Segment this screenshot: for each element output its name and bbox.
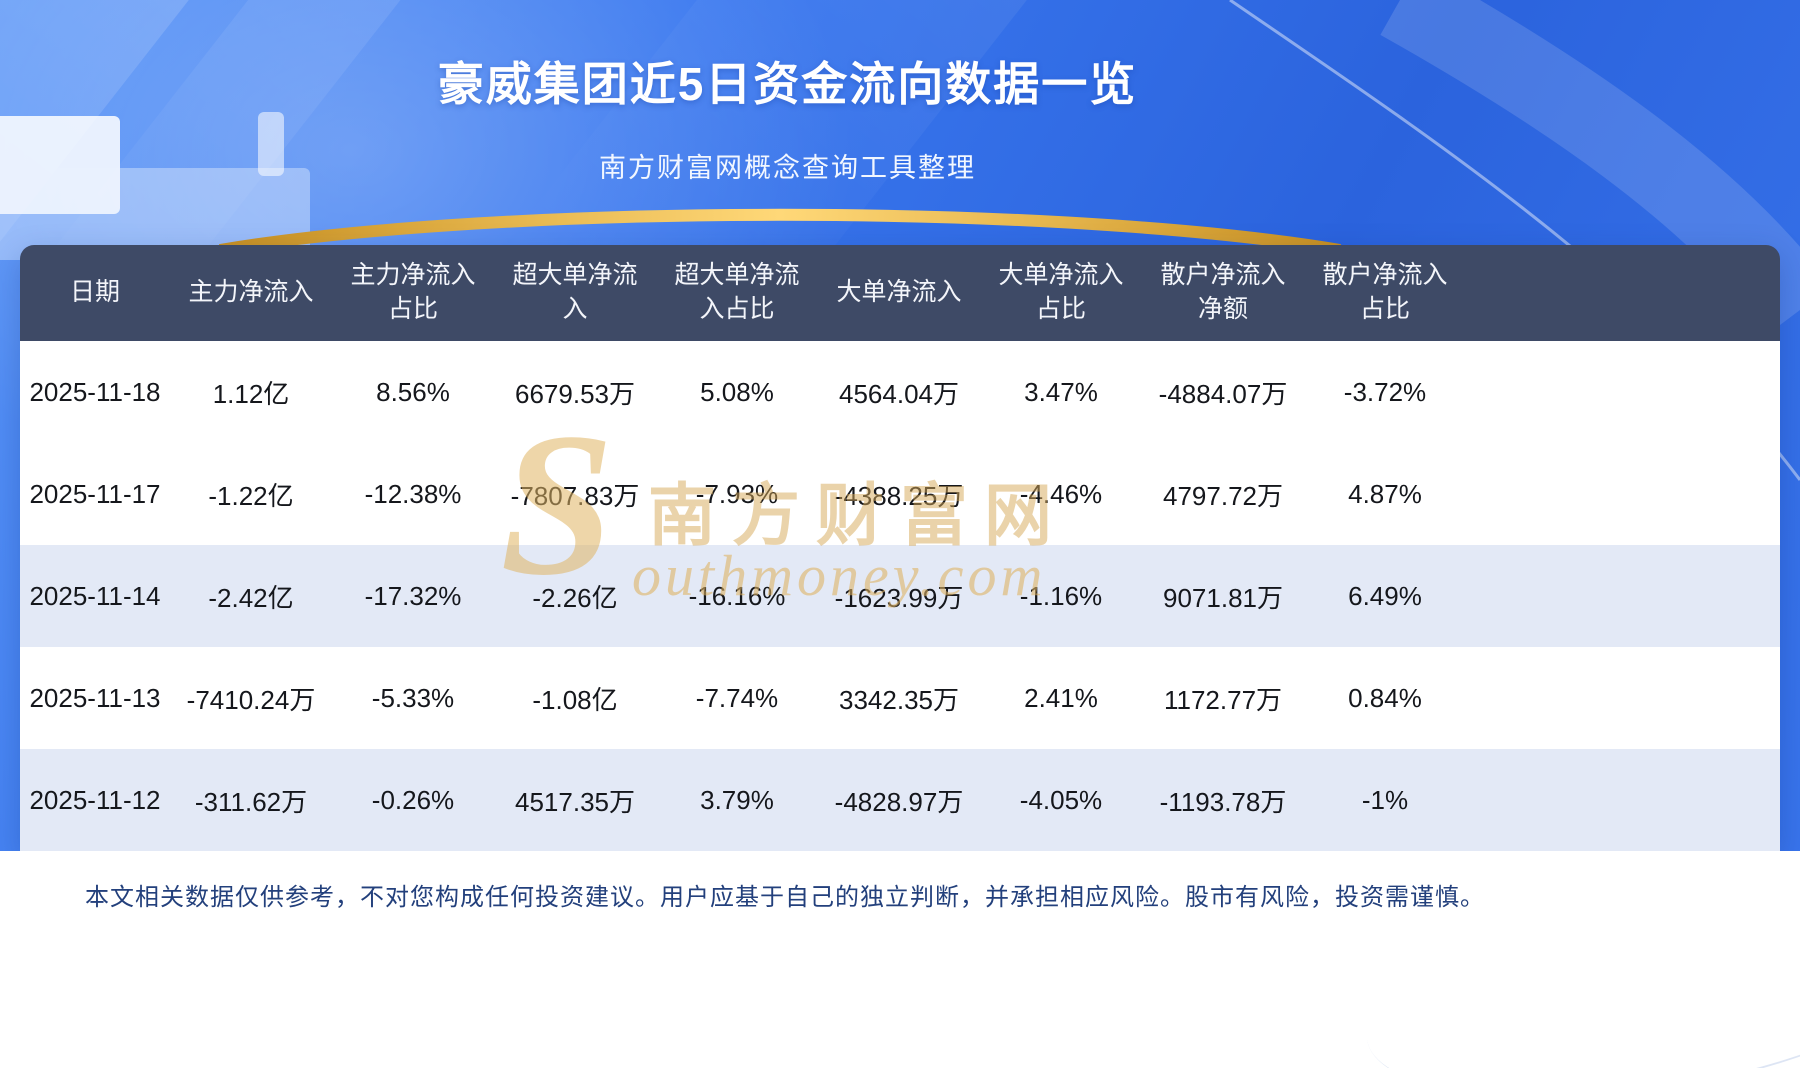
table-cell: -2.42亿 bbox=[208, 582, 294, 613]
table-cell: -7.74% bbox=[695, 682, 779, 713]
table-cell: -4388.25万 bbox=[834, 480, 964, 511]
page-header: 豪威集团近5日资金流向数据一览 南方财富网概念查询工具整理 bbox=[0, 48, 1575, 185]
table-row: 2025-11-12 -311.62万 -0.26% 4517.35万 3.79% -48… bbox=[20, 749, 1780, 851]
table-cell: -1623.99万 bbox=[834, 582, 964, 613]
column-header: 超大单净流入占比 bbox=[674, 261, 800, 323]
table-cell: 6679.53万 bbox=[515, 378, 635, 409]
table-cell: 3.79% bbox=[700, 784, 774, 815]
table-cell: -1% bbox=[1361, 784, 1409, 815]
table-row: 2025-11-17 -1.22亿 -12.38% -7807.83万 -7.93% -4… bbox=[20, 443, 1780, 545]
table-cell: 0.84% bbox=[1348, 682, 1422, 713]
decorative-block bbox=[258, 112, 284, 176]
table-cell: 4797.72万 bbox=[1163, 480, 1283, 511]
column-header: 大单净流入 bbox=[836, 278, 962, 307]
table-cell: 3342.35万 bbox=[839, 684, 959, 715]
column-header: 大单净流入占比 bbox=[998, 261, 1124, 323]
table-cell: -4.46% bbox=[1019, 478, 1103, 509]
table-cell: -311.62万 bbox=[194, 786, 308, 817]
column-header: 日期 bbox=[69, 278, 120, 307]
table-cell: -7.93% bbox=[695, 478, 779, 509]
table-cell: -1.16% bbox=[1019, 580, 1103, 611]
table-cell: -12.38% bbox=[364, 478, 462, 509]
footer-band: 本文相关数据仅供参考，不对您构成任何投资建议。用户应基于自己的独立判断，并承担相… bbox=[0, 851, 1800, 1068]
table-cell: 4564.04万 bbox=[839, 378, 959, 409]
table-cell: -7410.24万 bbox=[186, 684, 316, 715]
page-subtitle: 南方财富网概念查询工具整理 bbox=[599, 153, 976, 183]
table-cell: -4828.97万 bbox=[834, 786, 964, 817]
table-cell: 2025-11-17 bbox=[29, 478, 161, 509]
table-cell: -7807.83万 bbox=[510, 480, 640, 511]
column-header: 散户净流入净额 bbox=[1160, 261, 1286, 323]
table-cell: 2025-11-13 bbox=[29, 682, 161, 713]
table-cell: -17.32% bbox=[364, 580, 462, 611]
table-cell: 4517.35万 bbox=[515, 786, 635, 817]
row-spacer bbox=[1466, 443, 1780, 545]
row-spacer bbox=[1466, 647, 1780, 749]
table-cell: 8.56% bbox=[376, 376, 450, 407]
page-title: 豪威集团近5日资金流向数据一览 bbox=[437, 58, 1138, 110]
table-cell: 9071.81万 bbox=[1163, 582, 1283, 613]
table-cell: 2.41% bbox=[1024, 682, 1098, 713]
table-cell: 2025-11-14 bbox=[29, 580, 161, 611]
table-cell: -16.16% bbox=[688, 580, 786, 611]
table-header-row: 日期 主力净流入 主力净流入占比 超大单净流入 超大单净流入占比 大单净流入 大单净流入占比… bbox=[20, 245, 1780, 341]
table-cell: 6.49% bbox=[1348, 580, 1422, 611]
header-spacer bbox=[1466, 245, 1780, 341]
disclaimer-text: 本文相关数据仅供参考，不对您构成任何投资建议。用户应基于自己的独立判断，并承担相… bbox=[85, 884, 1485, 911]
table-cell: -5.33% bbox=[371, 682, 455, 713]
table-cell: -2.26亿 bbox=[532, 582, 618, 613]
column-header: 主力净流入占比 bbox=[350, 261, 476, 323]
table-cell: -4884.07万 bbox=[1158, 378, 1288, 409]
column-header: 主力净流入 bbox=[188, 278, 314, 307]
table-cell: 3.47% bbox=[1024, 376, 1098, 407]
table-cell: -0.26% bbox=[371, 784, 455, 815]
table-cell: 4.87% bbox=[1348, 478, 1422, 509]
table-row: 2025-11-14 -2.42亿 -17.32% -2.26亿 -16.16% -162… bbox=[20, 545, 1780, 647]
table-cell: 1.12亿 bbox=[212, 378, 290, 409]
row-spacer bbox=[1466, 749, 1780, 851]
table-cell: -3.72% bbox=[1343, 376, 1427, 407]
table-cell: -1.08亿 bbox=[532, 684, 618, 715]
row-spacer bbox=[1466, 341, 1780, 443]
table-cell: -1193.78万 bbox=[1159, 786, 1287, 817]
table-cell: 2025-11-12 bbox=[29, 784, 161, 815]
table-cell: 1172.77万 bbox=[1163, 684, 1283, 715]
table-cell: -4.05% bbox=[1019, 784, 1103, 815]
fund-flow-table: 日期 主力净流入 主力净流入占比 超大单净流入 超大单净流入占比 大单净流入 大单净流入占比… bbox=[20, 245, 1780, 851]
table-cell: -1.22亿 bbox=[208, 480, 294, 511]
column-header: 超大单净流入 bbox=[512, 261, 638, 323]
column-header: 散户净流入占比 bbox=[1322, 261, 1448, 323]
table-row: 2025-11-18 1.12亿 8.56% 6679.53万 5.08% 4564.04… bbox=[20, 341, 1780, 443]
table-cell: 2025-11-18 bbox=[29, 376, 161, 407]
table-row: 2025-11-13 -7410.24万 -5.33% -1.08亿 -7.74% 334… bbox=[20, 647, 1780, 749]
row-spacer bbox=[1466, 545, 1780, 647]
decorative-block bbox=[0, 116, 120, 214]
table-body: 2025-11-18 1.12亿 8.56% 6679.53万 5.08% 4564.04… bbox=[20, 341, 1780, 851]
table-cell: 5.08% bbox=[700, 376, 774, 407]
